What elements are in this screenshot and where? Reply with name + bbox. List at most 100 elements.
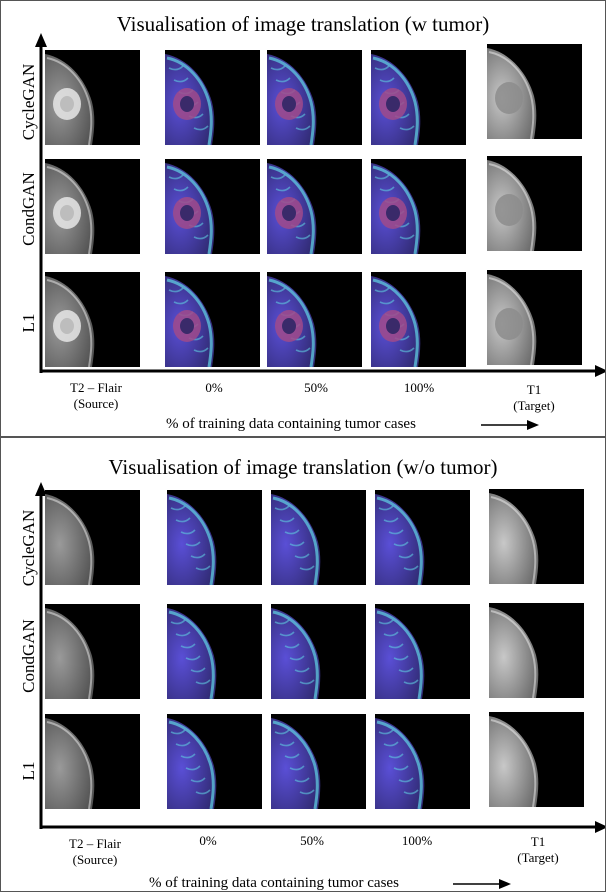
image-tile-translated [371, 272, 466, 367]
tumor-core [180, 96, 194, 112]
cortex-edge [376, 720, 423, 809]
sulcus-line [393, 655, 409, 661]
image-tile-flair-source [45, 490, 140, 585]
sulcus-line [173, 77, 189, 83]
sulcus-line [168, 287, 184, 293]
cortex-edge [268, 165, 315, 254]
y-axis-arrowhead [35, 482, 47, 496]
image-tile-translated [267, 272, 362, 367]
sulcus-line [185, 655, 201, 661]
image-tile-t1-target [487, 44, 582, 139]
sulcus-line [270, 287, 286, 293]
sulcus-line [185, 541, 201, 547]
sulcus-line [383, 741, 399, 747]
image-tile-t1-target [489, 489, 584, 584]
sulcus-line [275, 77, 291, 83]
brain-region [375, 494, 425, 585]
tumor-region [495, 194, 523, 226]
image-tile-t1-target [489, 603, 584, 698]
sulcus-line [284, 643, 300, 649]
sulcus-line [173, 186, 189, 192]
image-tile-flair-source [45, 159, 140, 254]
column-label-100pct: 100% [402, 833, 432, 849]
image-tile-t1-target [487, 156, 582, 251]
sulcus-line [378, 505, 394, 511]
tumor-core [386, 205, 400, 221]
cortex-edge [490, 496, 537, 584]
sulcus-line [190, 553, 206, 559]
sulcus-line [294, 667, 310, 673]
image-tile-flair-source [45, 714, 140, 809]
tumor-core [60, 318, 74, 334]
sulcus-line [403, 679, 419, 685]
column-label-100pct: 100% [404, 380, 434, 396]
brain-region [45, 494, 95, 585]
column-label-line1: 0% [199, 833, 217, 848]
sulcus-line [270, 174, 286, 180]
sulcus-line [388, 643, 404, 649]
row-label-cyclegan: CycleGAN [19, 63, 38, 141]
image-tile-translated [375, 490, 470, 585]
tumor-region [495, 308, 523, 340]
sulcus-line [299, 789, 315, 795]
sulcus-line [195, 789, 211, 795]
sulcus-line [388, 529, 404, 535]
cortex-edge [488, 163, 535, 251]
image-tile-t1-target [487, 270, 582, 365]
cortex-edge [372, 165, 419, 254]
column-label-line1: T1 [530, 834, 546, 849]
sulcus-line [294, 777, 310, 783]
sulcus-line [173, 299, 189, 305]
cortex-edge [488, 277, 535, 365]
cortex-edge [46, 279, 93, 367]
image-tile-translated [267, 50, 362, 145]
axes [35, 33, 605, 430]
image-tile-translated [165, 50, 260, 145]
sulcus-line [289, 541, 305, 547]
panel-title: Visualisation of image translation (w tu… [116, 12, 490, 36]
sulcus-line [175, 741, 191, 747]
axes [35, 482, 605, 889]
sulcus-line [388, 753, 404, 759]
column-label-line1: 100% [401, 833, 433, 848]
panel-title: Visualisation of image translation (w/o … [108, 455, 498, 479]
sulcus-line [374, 174, 390, 180]
sulcus-line [168, 65, 184, 71]
column-label-line1: T1 [526, 382, 542, 397]
cortex-edge [168, 720, 215, 809]
sulcus-line [374, 65, 390, 71]
column-label-line1: 100% [403, 380, 435, 395]
brain-region [45, 608, 95, 699]
cortex-edge [46, 721, 93, 809]
cortex-edge [168, 610, 215, 699]
brain-region [489, 716, 539, 807]
sulcus-line [378, 619, 394, 625]
column-label-line1: T2 – Flair [69, 836, 121, 851]
brain-region [167, 494, 217, 585]
image-tile-translated [165, 272, 260, 367]
brain-region [271, 718, 321, 809]
brain-region [489, 607, 539, 698]
column-label-line1: T2 – Flair [70, 380, 122, 395]
brain-region [167, 718, 217, 809]
brain-region [375, 608, 425, 699]
sulcus-line [195, 565, 211, 571]
sulcus-line [403, 565, 419, 571]
cortex-edge [376, 610, 423, 699]
sulcus-line [393, 765, 409, 771]
cortex-edge [268, 56, 315, 145]
sulcus-line [274, 619, 290, 625]
caption-arrowhead [527, 420, 539, 430]
image-tile-translated [375, 604, 470, 699]
y-axis-arrowhead [35, 33, 47, 47]
column-label-line1: 50% [304, 380, 328, 395]
sulcus-line [284, 529, 300, 535]
tumor-region [495, 82, 523, 114]
sulcus-line [170, 729, 186, 735]
sulcus-line [274, 729, 290, 735]
sulcus-line [383, 517, 399, 523]
sulcus-line [403, 789, 419, 795]
image-tile-translated [371, 159, 466, 254]
figure-panel-without-tumor: Visualisation of image translation (w/o … [0, 437, 606, 892]
tumor-core [386, 96, 400, 112]
